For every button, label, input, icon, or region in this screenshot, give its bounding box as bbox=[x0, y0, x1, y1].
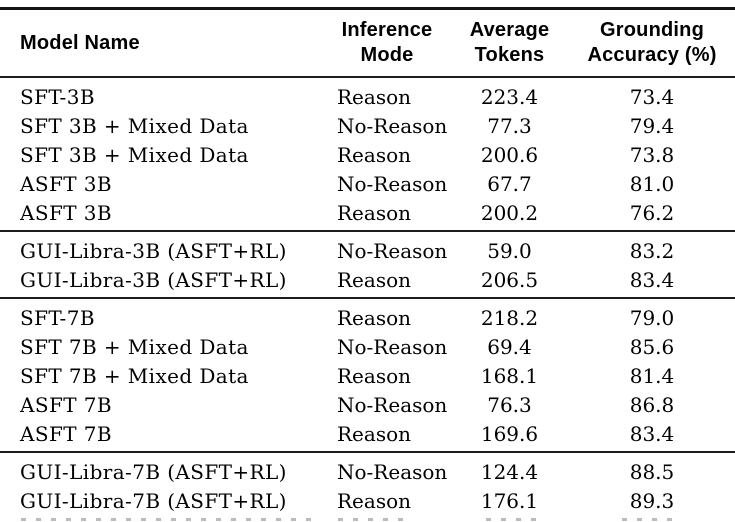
column-header-average-tokens: Average Tokens bbox=[437, 18, 582, 68]
inference-mode-cell: Reason bbox=[337, 268, 412, 292]
table-row: SFT 7B + Mixed Data No-Reason 69.4 85.6 bbox=[0, 333, 735, 362]
inference-mode-cell: Reason bbox=[337, 85, 412, 109]
model-name-cell: GUI-Libra-3B (ASFT+RL) bbox=[20, 268, 287, 292]
inference-mode-cell: No-Reason bbox=[337, 393, 448, 417]
header-line-inference: Inference bbox=[341, 19, 433, 41]
average-tokens-cell: 206.5 bbox=[480, 268, 539, 292]
header-line-average: Average bbox=[469, 19, 550, 41]
model-name-cell: SFT-3B bbox=[20, 85, 95, 109]
model-name-cell: ASFT 3B bbox=[20, 201, 112, 225]
table-group: SFT-3B Reason 223.4 73.4 SFT 3B + Mixed Data… bbox=[0, 78, 735, 230]
model-name-cell: ASFT 7B bbox=[20, 422, 112, 446]
inference-mode-cell: No-Reason bbox=[337, 335, 448, 359]
average-tokens-cell: 200.2 bbox=[480, 201, 539, 225]
grounding-accuracy-cell: 81.4 bbox=[629, 364, 675, 388]
model-name-cell: ASFT 3B bbox=[20, 172, 112, 196]
table-row: SFT-7B Reason 218.2 79.0 bbox=[0, 304, 735, 333]
table-row: GUI-Libra-3B (ASFT+RL) Reason 206.5 83.4 bbox=[0, 266, 735, 295]
grounding-accuracy-cell: 83.4 bbox=[629, 268, 675, 292]
header-line-mode: Mode bbox=[360, 44, 414, 66]
average-tokens-cell: 176.1 bbox=[480, 489, 539, 513]
grounding-accuracy-cell: 85.6 bbox=[629, 335, 675, 359]
table-group: GUI-Libra-7B (ASFT+RL) No-Reason 124.4 88.5… bbox=[0, 453, 735, 518]
group-divider-rule bbox=[0, 297, 735, 299]
model-name-cell: SFT 7B + Mixed Data bbox=[20, 335, 249, 359]
grounding-accuracy-cell: 83.2 bbox=[629, 239, 675, 263]
grounding-accuracy-cell: 81.0 bbox=[629, 172, 675, 196]
table-top-rule bbox=[0, 7, 735, 10]
average-tokens-cell: 59.0 bbox=[487, 239, 532, 263]
model-name-cell: GUI-Libra-7B (ASFT+RL) bbox=[20, 489, 287, 513]
model-name-cell: SFT-7B bbox=[20, 306, 95, 330]
inference-mode-cell: Reason bbox=[337, 489, 412, 513]
grounding-accuracy-cell: 89.3 bbox=[629, 489, 675, 513]
inference-mode-cell: Reason bbox=[337, 422, 412, 446]
column-header-model-name: Model Name bbox=[20, 31, 140, 54]
table-row: SFT 3B + Mixed Data Reason 200.6 73.8 bbox=[0, 141, 735, 170]
grounding-accuracy-cell: 88.5 bbox=[629, 460, 675, 484]
model-name-cell: SFT 3B + Mixed Data bbox=[20, 114, 249, 138]
column-header-grounding-accuracy: Grounding Accuracy (%) bbox=[582, 18, 722, 68]
grounding-accuracy-cell: 79.4 bbox=[629, 114, 675, 138]
inference-mode-cell: Reason bbox=[337, 306, 412, 330]
table-row: GUI-Libra-3B (ASFT+RL) No-Reason 59.0 83.2 bbox=[0, 237, 735, 266]
table-row: SFT-3B Reason 223.4 73.4 bbox=[0, 83, 735, 112]
inference-mode-cell: Reason bbox=[337, 143, 412, 167]
inference-mode-cell: Reason bbox=[337, 364, 412, 388]
header-divider-rule bbox=[0, 76, 735, 78]
model-name-cell: SFT 7B + Mixed Data bbox=[20, 364, 249, 388]
model-name-cell: GUI-Libra-3B (ASFT+RL) bbox=[20, 239, 287, 263]
inference-mode-cell: No-Reason bbox=[337, 460, 448, 484]
table-row: ASFT 7B Reason 169.6 83.4 bbox=[0, 420, 735, 449]
average-tokens-cell: 124.4 bbox=[480, 460, 539, 484]
table-row: SFT 7B + Mixed Data Reason 168.1 81.4 bbox=[0, 362, 735, 391]
header-line-tokens: Tokens bbox=[474, 44, 545, 66]
average-tokens-cell: 76.3 bbox=[487, 393, 532, 417]
table-group: SFT-7B Reason 218.2 79.0 SFT 7B + Mixed Data… bbox=[0, 299, 735, 451]
inference-mode-cell: No-Reason bbox=[337, 172, 448, 196]
cropped-glyph-tops bbox=[338, 518, 408, 521]
table-row: GUI-Libra-7B (ASFT+RL) Reason 176.1 89.3 bbox=[0, 487, 735, 516]
cropped-glyph-tops bbox=[622, 518, 680, 521]
grounding-accuracy-cell: 83.4 bbox=[629, 422, 675, 446]
table-group: GUI-Libra-3B (ASFT+RL) No-Reason 59.0 83.2 G… bbox=[0, 232, 735, 297]
grounding-accuracy-cell: 86.8 bbox=[629, 393, 675, 417]
model-name-cell: SFT 3B + Mixed Data bbox=[20, 143, 249, 167]
grounding-accuracy-cell: 79.0 bbox=[629, 306, 675, 330]
model-name-cell: GUI-Libra-7B (ASFT+RL) bbox=[20, 460, 287, 484]
cropped-next-row-hint bbox=[0, 518, 735, 522]
header-line-accuracy-pct: Accuracy (%) bbox=[587, 44, 717, 66]
table-row: ASFT 3B No-Reason 67.7 81.0 bbox=[0, 170, 735, 199]
average-tokens-cell: 200.6 bbox=[480, 143, 539, 167]
model-name-cell: ASFT 7B bbox=[20, 393, 112, 417]
inference-mode-cell: No-Reason bbox=[337, 239, 448, 263]
average-tokens-cell: 69.4 bbox=[487, 335, 532, 359]
cropped-glyph-tops bbox=[21, 518, 321, 521]
average-tokens-cell: 168.1 bbox=[480, 364, 539, 388]
average-tokens-cell: 169.6 bbox=[480, 422, 539, 446]
table-row: SFT 3B + Mixed Data No-Reason 77.3 79.4 bbox=[0, 112, 735, 141]
column-header-inference-mode: Inference Mode bbox=[337, 18, 437, 68]
group-divider-rule bbox=[0, 230, 735, 232]
table-row: GUI-Libra-7B (ASFT+RL) No-Reason 124.4 88.5 bbox=[0, 458, 735, 487]
group-divider-rule bbox=[0, 451, 735, 453]
average-tokens-cell: 218.2 bbox=[480, 306, 539, 330]
grounding-accuracy-cell: 73.8 bbox=[629, 143, 675, 167]
header-line-grounding: Grounding bbox=[600, 19, 704, 41]
average-tokens-cell: 223.4 bbox=[480, 85, 539, 109]
inference-mode-cell: No-Reason bbox=[337, 114, 448, 138]
table-row: ASFT 3B Reason 200.2 76.2 bbox=[0, 199, 735, 228]
average-tokens-cell: 77.3 bbox=[487, 114, 532, 138]
table-body: SFT-3B Reason 223.4 73.4 SFT 3B + Mixed Data… bbox=[0, 78, 735, 518]
grounding-accuracy-cell: 73.4 bbox=[629, 85, 675, 109]
cropped-glyph-tops bbox=[486, 518, 546, 521]
grounding-accuracy-cell: 76.2 bbox=[629, 201, 675, 225]
average-tokens-cell: 67.7 bbox=[487, 172, 532, 196]
table-header-row: Model Name Inference Mode Average Tokens… bbox=[0, 10, 735, 76]
table-row: ASFT 7B No-Reason 76.3 86.8 bbox=[0, 391, 735, 420]
inference-mode-cell: Reason bbox=[337, 201, 412, 225]
